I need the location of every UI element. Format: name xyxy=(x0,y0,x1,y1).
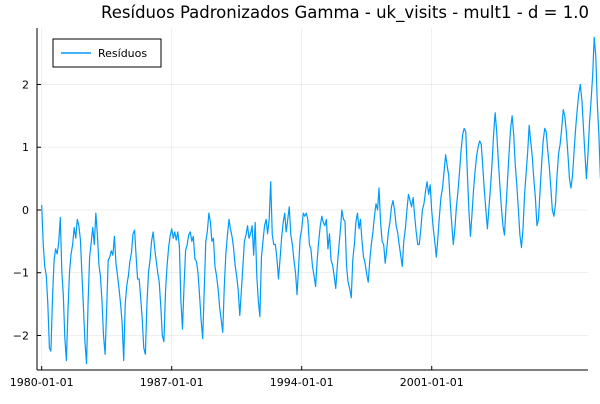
tick-labels: 1980-01-01 1987-01-01 1994-01-01 2001-01-01… xyxy=(10,78,464,389)
y-tick-label: 0 xyxy=(22,204,29,217)
grid-lines xyxy=(37,28,588,370)
series-line-residuos xyxy=(41,36,600,365)
y-tick-label: −1 xyxy=(13,267,29,280)
y-tick-label: 1 xyxy=(22,141,29,154)
series-lines xyxy=(41,36,600,365)
legend-label: Resíduos xyxy=(98,47,147,60)
legend: Resíduos xyxy=(52,38,162,68)
y-tick-label: 2 xyxy=(22,78,29,91)
y-tick-label: −2 xyxy=(13,329,29,342)
chart-title: Resíduos Padronizados Gamma - uk_visits … xyxy=(101,3,589,23)
x-tick-label: 2001-01-01 xyxy=(400,376,464,389)
x-tick-label: 1994-01-01 xyxy=(270,376,334,389)
x-tick-label: 1980-01-01 xyxy=(10,376,74,389)
x-tick-label: 1987-01-01 xyxy=(140,376,204,389)
axes xyxy=(36,28,588,371)
